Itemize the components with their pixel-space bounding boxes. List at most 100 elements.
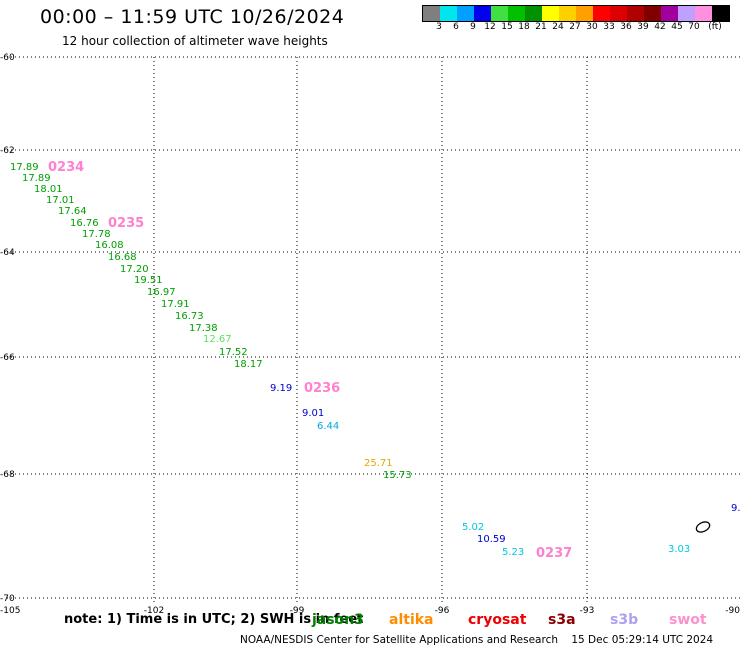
wave-height-label: 9.01 (302, 408, 324, 419)
axis-labels: -105 -102 -99 -96 -93 -90 -60 -62 -64 -66 -68 -70 (0, 53, 740, 616)
x-tick-label: -105 (0, 606, 20, 616)
colorbar-swatch (542, 6, 559, 21)
footer-credit: NOAA/NESDIS Center for Satellite Applica… (240, 634, 713, 646)
wave-height-label: 17.64 (58, 206, 87, 217)
colorbar-tick-label: 30 (586, 22, 598, 32)
colorbar-swatch (593, 6, 610, 21)
legend-s3a: s3a (548, 612, 576, 628)
legend-swot: swot (669, 612, 707, 628)
wave-height-label: 16.76 (70, 218, 99, 229)
colorbar-swatch (491, 6, 508, 21)
wave-height-label: 16.68 (108, 252, 137, 263)
colorbar-tick-label: 15 (501, 22, 513, 32)
colorbar-tick-label: 70 (688, 22, 700, 32)
y-tick-label: -62 (0, 146, 15, 156)
pass-time-label: 0235 (108, 216, 144, 231)
legend-cryosat: cryosat (468, 612, 527, 628)
colorbar-swatch (440, 6, 457, 21)
colorbar-swatch (423, 6, 440, 21)
colorbar-swatch (678, 6, 695, 21)
colorbar-tick-label: 21 (535, 22, 547, 32)
wave-height-label: 5.02 (462, 522, 484, 533)
pass-time-label: 0237 (536, 546, 572, 561)
colorbar-tick-label: 9 (470, 22, 476, 32)
legend-jason3: jason3 (312, 612, 364, 628)
wave-height-label: 17.01 (46, 195, 75, 206)
wave-height-label: 17.89 (22, 173, 51, 184)
colorbar-tick-label: 6 (453, 22, 459, 32)
pass-time-label: 0236 (304, 381, 340, 396)
legend-bar: note: 1) Time is in UTC; 2) SWH is in fe… (0, 612, 740, 630)
x-tick-label: -102 (144, 606, 164, 616)
colorbar-swatch (695, 6, 712, 21)
colorbar-swatch (457, 6, 474, 21)
wave-height-label: 16.97 (147, 287, 176, 298)
y-tick-label: -68 (0, 470, 15, 480)
colorbar-swatch (661, 6, 678, 21)
y-tick-label: -66 (0, 353, 15, 363)
colorbar-tick-label: 27 (569, 22, 581, 32)
colorbar-labels: 3 6 9 12 15 18 21 24 27 30 33 36 39 42 45 70 (ft) (422, 22, 738, 34)
wave-height-label: 17.38 (189, 323, 218, 334)
colorbar-tick-label: 24 (552, 22, 564, 32)
wave-height-label: 17.52 (219, 347, 248, 358)
colorbar-tick-label: 3 (436, 22, 442, 32)
footer-org: NOAA/NESDIS Center for Satellite Applica… (240, 634, 558, 646)
wave-height-label: 17.78 (82, 229, 111, 240)
colorbar-swatch (508, 6, 525, 21)
legend-note: note: 1) Time is in UTC; 2) SWH is in fe… (64, 612, 364, 627)
colorbar-swatch (610, 6, 627, 21)
wave-height-label: 5.23 (502, 547, 524, 558)
wave-height-label: 16.73 (175, 311, 204, 322)
colorbar-swatch (525, 6, 542, 21)
colorbar-tick-label: 33 (603, 22, 615, 32)
wave-height-label: 19.51 (134, 275, 163, 286)
x-tick-label: -96 (435, 606, 450, 616)
x-tick-label: -90 (725, 606, 740, 616)
colorbar-tick-label: 45 (671, 22, 683, 32)
colorbar-tick-label: 12 (484, 22, 496, 32)
wave-height-label: 18.17 (234, 359, 263, 370)
colorbar-tick-label: 18 (518, 22, 530, 32)
colorbar-swatch (627, 6, 644, 21)
wave-height-label: 17.20 (120, 264, 149, 275)
colorbar-swatch (576, 6, 593, 21)
y-tick-label: -70 (0, 594, 15, 604)
colorbar-swatch (712, 6, 729, 21)
wave-height-colorbar (422, 5, 730, 22)
wave-height-label: 3.03 (668, 544, 690, 555)
colorbar-tick-label: 39 (637, 22, 649, 32)
colorbar-tick-label: (ft) (708, 22, 722, 32)
wave-observations: 17.8917.8918.0117.0117.6416.7617.7816.08… (10, 162, 740, 558)
pass-time-label: 0234 (48, 160, 84, 175)
colorbar-swatch (644, 6, 661, 21)
wave-height-label: 25.71 (364, 458, 393, 469)
wave-height-label: 6.44 (317, 421, 339, 432)
pass-times: 0234 0235 0236 0237 (48, 160, 572, 561)
colorbar-swatch (474, 6, 491, 21)
x-tick-label: -99 (290, 606, 305, 616)
land-contour (695, 521, 711, 533)
y-tick-label: -64 (0, 248, 15, 258)
x-tick-label: -93 (580, 606, 595, 616)
wave-height-label: 16.08 (95, 240, 124, 251)
colorbar-swatch (559, 6, 576, 21)
legend-s3b: s3b (610, 612, 639, 628)
colorbar-tick-label: 42 (654, 22, 666, 32)
chart-subtitle: 12 hour collection of altimeter wave hei… (62, 34, 328, 48)
chart-title: 00:00 – 11:59 UTC 10/26/2024 (40, 6, 345, 28)
wave-height-label: 10.59 (477, 534, 506, 545)
colorbar-tick-label: 36 (620, 22, 632, 32)
wave-height-label: 9.19 (270, 383, 292, 394)
wave-height-label: 15.73 (383, 470, 412, 481)
grid-lines (7, 56, 740, 603)
wave-height-label: 12.67 (203, 334, 232, 345)
footer-timestamp: 15 Dec 05:29:14 UTC 2024 (571, 634, 714, 646)
y-tick-label: -60 (0, 53, 15, 63)
legend-altika: altika (389, 612, 434, 628)
wave-height-label: 17.91 (161, 299, 190, 310)
wave-height-label: 17.89 (10, 162, 39, 173)
wave-height-label: 9. (731, 503, 740, 514)
wave-height-label: 18.01 (34, 184, 63, 195)
